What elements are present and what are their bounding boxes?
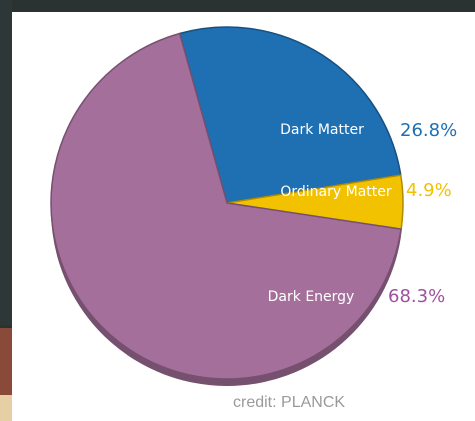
slice-label-dark-energy: Dark Energy — [268, 289, 355, 305]
slice-label-dark-matter: Dark Matter — [280, 122, 364, 138]
pie-slices — [50, 26, 404, 387]
percent-label-ordinary-matter: 4.9% — [406, 180, 452, 201]
percent-label-dark-matter: 26.8% — [400, 120, 457, 141]
slice-dark-energy — [50, 32, 402, 380]
background-panel-left — [0, 0, 12, 325]
credit-text: credit: PLANCK — [233, 394, 346, 411]
slice-label-ordinary-matter: Ordinary Matter — [280, 184, 391, 200]
slice-dark-matter — [178, 26, 402, 204]
percent-label-dark-energy: 68.3% — [388, 286, 445, 307]
